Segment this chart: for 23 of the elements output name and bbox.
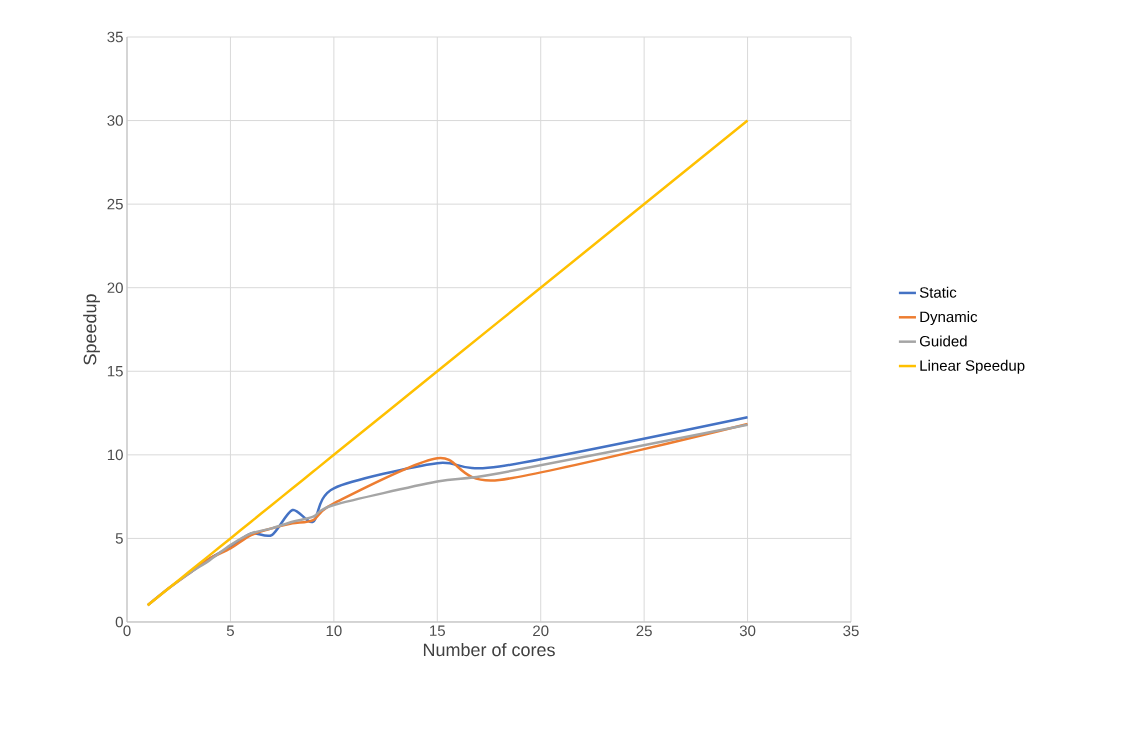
y-tick-label: 20	[107, 282, 123, 294]
x-tick-label: 0	[123, 625, 131, 637]
y-tick-label: 15	[107, 366, 123, 377]
x-tick-label: 30	[739, 625, 756, 637]
y-tick-label: 10	[107, 449, 123, 461]
x-tick-label: 25	[636, 625, 652, 637]
x-tick-label: 5	[226, 625, 234, 636]
y-tick-label: 35	[107, 31, 123, 43]
y-axis-title: Speedup	[83, 294, 100, 365]
y-tick-label: 30	[107, 115, 123, 126]
y-tick-label: 0	[115, 616, 123, 628]
legend-label: Static	[919, 286, 957, 298]
x-tick-label: 10	[326, 625, 342, 637]
legend-label: Dynamic	[920, 311, 978, 326]
y-tick-label: 5	[115, 533, 123, 544]
x-axis-title: Number of cores	[423, 643, 555, 657]
legend-label: Linear Speedup	[920, 359, 1025, 374]
y-tick-label: 25	[107, 198, 123, 210]
x-tick-label: 20	[533, 625, 549, 637]
line-series	[146, 119, 749, 607]
x-tick-label: 35	[843, 625, 859, 637]
x-tick-label: 15	[430, 625, 445, 636]
legend-label: Guided	[919, 335, 967, 347]
